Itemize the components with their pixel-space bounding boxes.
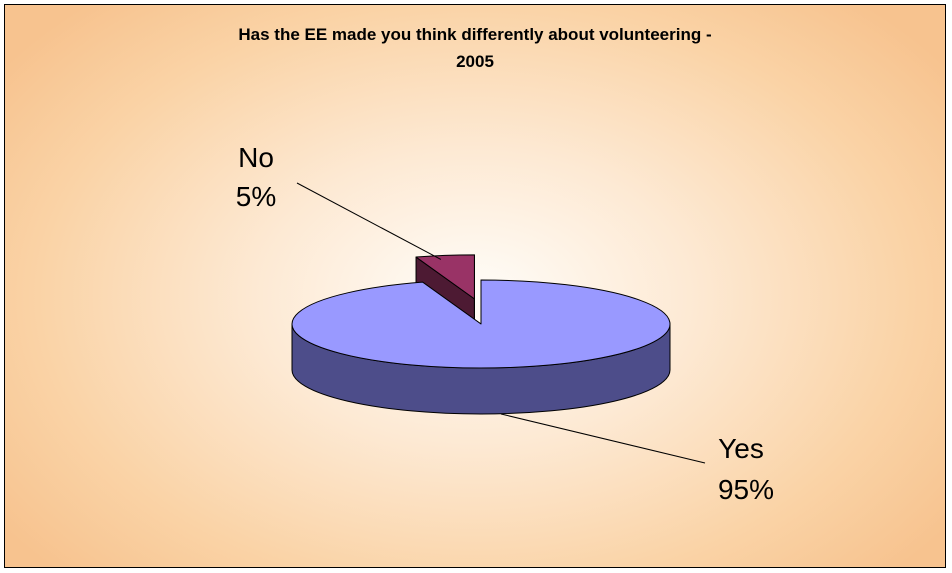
yes-leader-line	[500, 413, 706, 464]
no-slice-top	[415, 254, 475, 300]
no-leader-line	[296, 182, 442, 260]
yes-slice-top	[291, 279, 671, 369]
chart-area: Has the EE made you think differently ab…	[4, 4, 946, 568]
pie-chart: No 5% Yes 95%	[236, 142, 774, 505]
chart-title-line-2: 2005	[456, 52, 494, 71]
yes-value-label: 95%	[718, 474, 774, 505]
yes-slice	[291, 279, 671, 415]
chart-title: Has the EE made you think differently ab…	[5, 21, 945, 75]
yes-category-label: Yes	[718, 433, 764, 464]
no-category-label: No	[238, 142, 274, 173]
chart-title-line-1: Has the EE made you think differently ab…	[238, 25, 712, 44]
no-value-label: 5%	[236, 181, 276, 212]
